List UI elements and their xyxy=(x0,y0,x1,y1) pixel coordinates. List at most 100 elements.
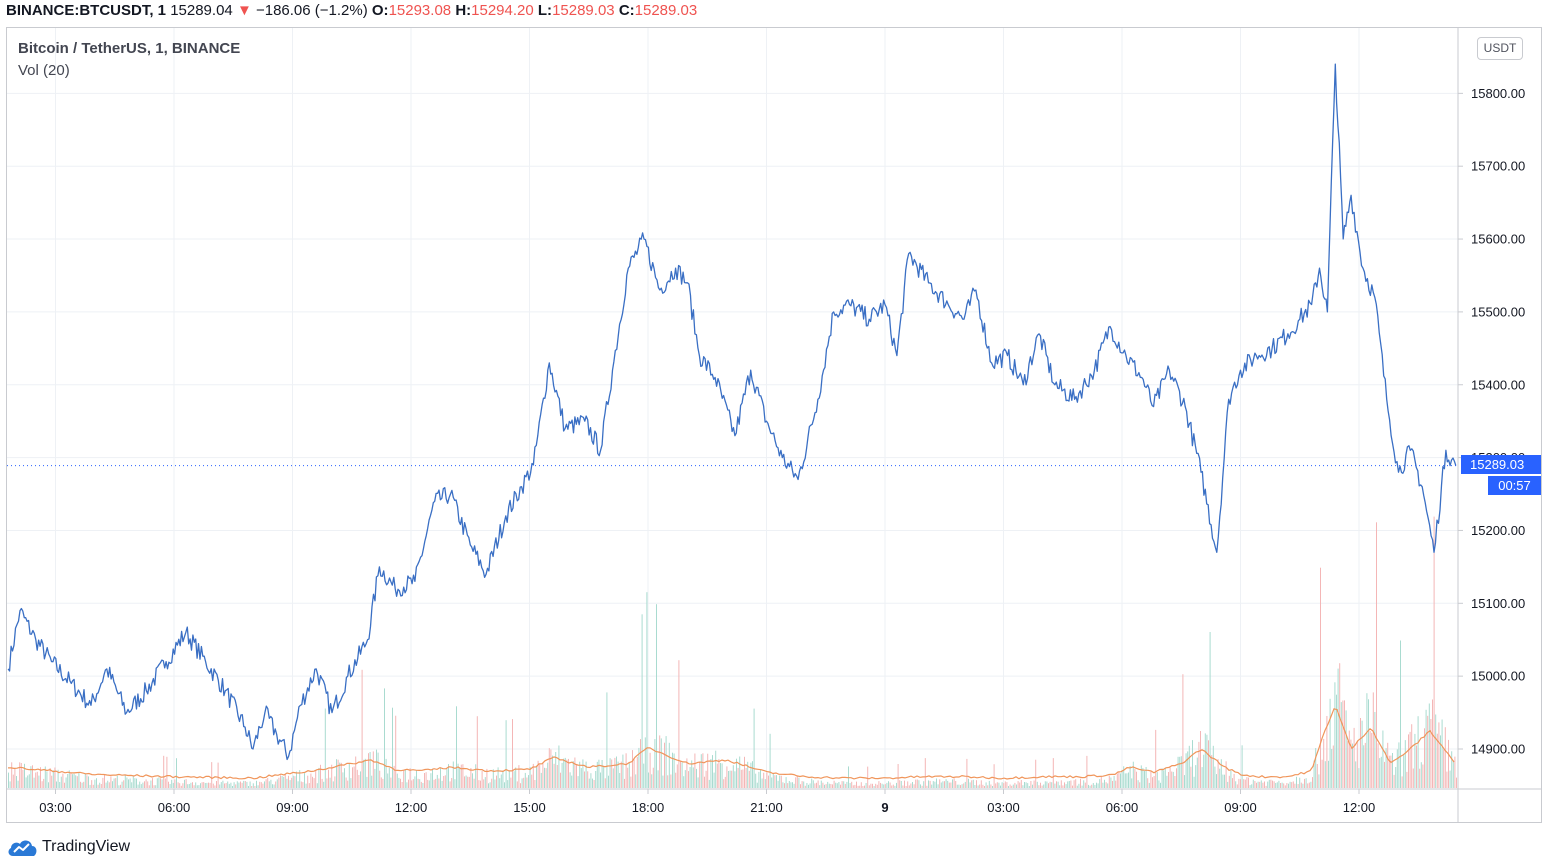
volume-bar xyxy=(1360,718,1361,788)
volume-bar xyxy=(740,769,742,788)
volume-bar xyxy=(1073,780,1075,788)
volume-bar xyxy=(852,785,854,788)
volume-bar xyxy=(561,762,563,788)
open-label: O: xyxy=(371,2,389,19)
volume-bar xyxy=(1329,698,1331,788)
volume-bar xyxy=(449,781,451,788)
volume-bar xyxy=(843,781,845,788)
volume-bar xyxy=(761,778,763,788)
volume-bar xyxy=(926,785,928,788)
volume-bar xyxy=(342,772,344,788)
volume-bar xyxy=(532,763,534,788)
volume-bar xyxy=(832,784,833,788)
chart-legend-title[interactable]: Bitcoin / TetherUS, 1, BINANCE xyxy=(18,40,241,57)
volume-bar xyxy=(961,784,963,788)
volume-bar xyxy=(412,779,414,788)
volume-bar xyxy=(419,779,421,788)
volume-bar xyxy=(1352,743,1353,788)
volume-bar xyxy=(264,781,265,788)
volume-bar xyxy=(1398,742,1400,788)
volume-bar xyxy=(150,780,152,788)
volume-bar xyxy=(75,775,77,788)
volume-bar xyxy=(1252,779,1254,788)
volume-bar xyxy=(900,781,902,788)
volume-bar xyxy=(777,780,779,788)
volume-bar xyxy=(555,752,557,788)
volume-bar xyxy=(910,783,912,788)
volume-bar xyxy=(1286,783,1288,788)
currency-button[interactable]: USDT xyxy=(1477,37,1523,60)
volume-bar xyxy=(1067,781,1069,788)
volume-bar xyxy=(478,780,480,788)
volume-bar xyxy=(452,761,454,788)
volume-bar xyxy=(670,774,672,788)
volume-bar xyxy=(444,775,446,788)
volume-bar xyxy=(1451,751,1453,788)
tradingview-brand[interactable]: TradingView xyxy=(6,836,130,858)
volume-bar xyxy=(1334,682,1336,788)
volume-bar xyxy=(91,780,93,788)
volume-bar xyxy=(876,784,878,788)
high-label: H: xyxy=(455,2,472,19)
volume-bar xyxy=(1009,784,1011,788)
volume-bar xyxy=(553,763,555,788)
volume-bar xyxy=(504,782,505,788)
volume-bar xyxy=(276,779,278,788)
volume-bar xyxy=(22,769,24,788)
volume-bar xyxy=(436,774,438,788)
volume-bar xyxy=(256,780,257,788)
volume-bar xyxy=(811,778,813,788)
volume-bar xyxy=(446,769,448,788)
volume-bar xyxy=(515,767,517,788)
volume-bar xyxy=(598,759,600,788)
volume-bar xyxy=(950,782,952,788)
volume-bar xyxy=(241,782,243,788)
x-tick-label: 12:00 xyxy=(395,800,428,815)
volume-bar xyxy=(460,764,462,788)
volume-bar xyxy=(304,773,305,788)
volume-bar xyxy=(708,779,710,788)
volume-bar xyxy=(1217,759,1219,788)
volume-bar xyxy=(1177,756,1179,788)
volume-bar xyxy=(120,784,121,788)
volume-bar xyxy=(905,786,907,788)
symbol-label[interactable]: BINANCE:BTCUSDT, 1 xyxy=(6,2,167,19)
volume-bar xyxy=(83,781,85,788)
volume-bar xyxy=(126,777,128,788)
volume-bar xyxy=(465,775,467,788)
volume-bar xyxy=(1428,703,1430,788)
volume-bar xyxy=(1211,755,1213,788)
volume-bar xyxy=(537,760,539,788)
chart-frame[interactable] xyxy=(6,27,1542,823)
volume-bar xyxy=(571,775,573,788)
volume-bar xyxy=(1088,784,1089,788)
volume-bar xyxy=(1052,758,1054,788)
volume-bar xyxy=(513,771,515,788)
volume-bar xyxy=(964,781,966,788)
price-layer xyxy=(7,63,1458,761)
volume-bar xyxy=(1107,783,1109,788)
volume-bar xyxy=(774,775,776,788)
volume-bar xyxy=(60,776,62,788)
volume-bar xyxy=(286,778,288,788)
volume-bar xyxy=(360,771,361,788)
volume-bar xyxy=(1072,785,1073,788)
volume-bar xyxy=(616,756,617,788)
volume-bar xyxy=(1438,722,1440,788)
volume-legend[interactable]: Vol (20) xyxy=(18,62,70,79)
volume-bar xyxy=(739,756,741,788)
volume-bar xyxy=(873,786,875,788)
volume-bar xyxy=(1089,785,1091,788)
volume-bar xyxy=(1361,720,1363,788)
volume-bar xyxy=(80,781,81,788)
volume-bar xyxy=(929,780,931,788)
volume-bar xyxy=(704,776,705,788)
volume-bar xyxy=(316,783,318,788)
volume-bar xyxy=(864,785,865,788)
volume-bar xyxy=(443,776,445,788)
volume-bar xyxy=(1380,756,1382,788)
volume-bar xyxy=(865,783,867,788)
volume-bar xyxy=(648,772,649,788)
volume-bar xyxy=(9,781,11,788)
